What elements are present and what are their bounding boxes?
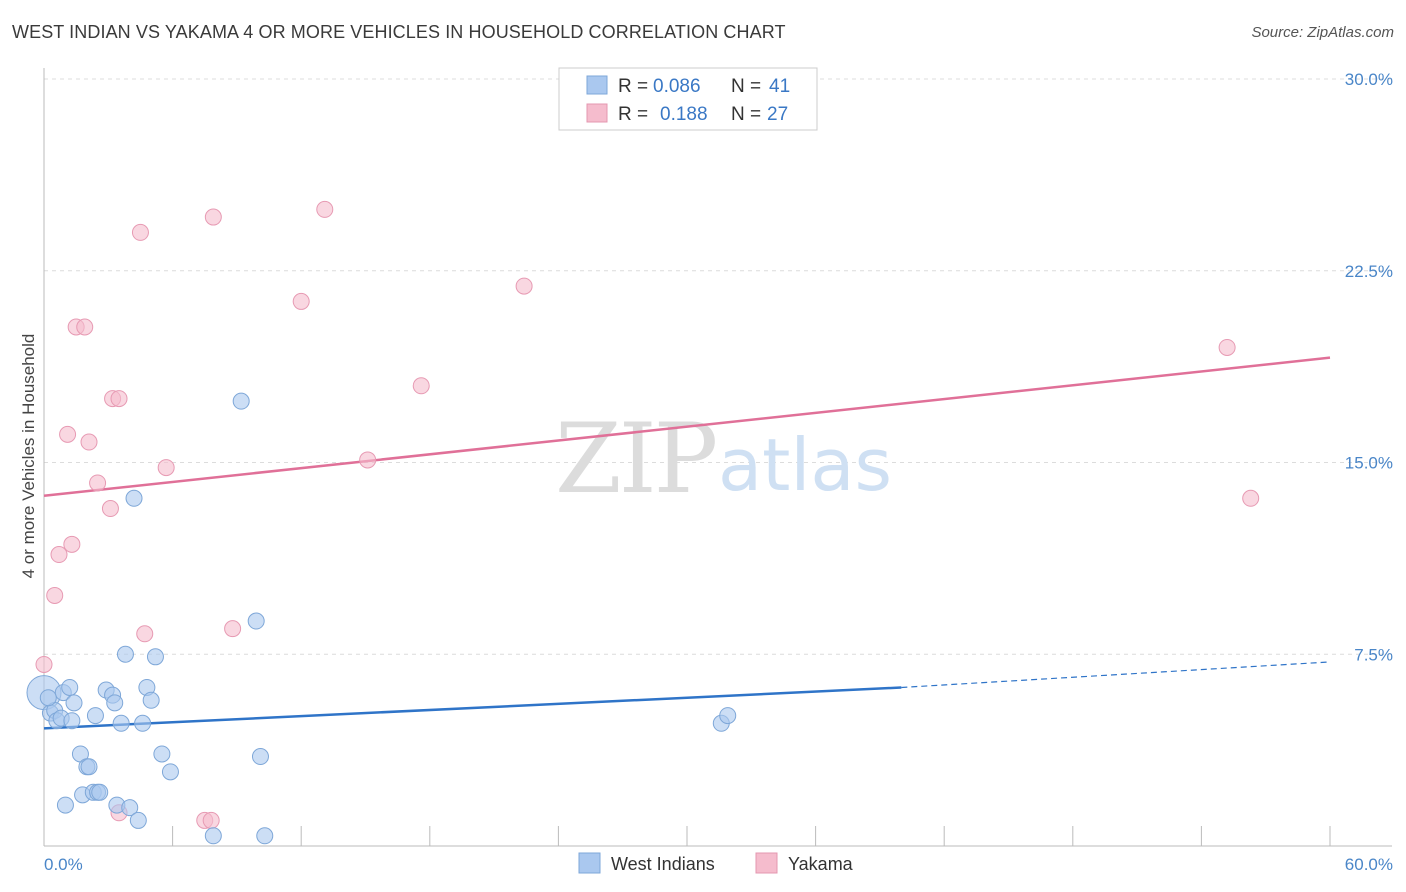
y-tick-label-1: 15.0% xyxy=(1345,454,1393,473)
yakama-point-25 xyxy=(1218,338,1236,356)
west-indians-point-37 xyxy=(232,392,250,410)
bottom-legend-swatch-yakama xyxy=(755,852,778,874)
stats-legend: R = 0.086 N = 41 R = 0.188 N = 27 xyxy=(558,67,818,131)
legend-n-label-2: N = xyxy=(731,104,761,125)
yakama-point-13 xyxy=(131,223,149,241)
watermark-zip: ZIP xyxy=(555,403,716,515)
yakama-trend-line xyxy=(43,356,1331,497)
west-indians-point-24 xyxy=(121,799,139,817)
west-indians-point-34 xyxy=(247,612,265,630)
yakama-point-26 xyxy=(1242,489,1260,507)
west-indians-point-22 xyxy=(112,714,130,732)
bottom-legend-swatch-west-indians xyxy=(578,852,601,874)
yakama-point-20 xyxy=(292,292,310,310)
west-indians-point-27 xyxy=(134,714,152,732)
west-indians-trend-extension xyxy=(901,661,1331,689)
west-indians-point-7 xyxy=(61,678,79,696)
yakama-point-18 xyxy=(204,208,222,226)
watermark-atlas: atlas xyxy=(718,423,892,507)
y-tick-labels: 7.5% 15.0% 22.5% 30.0% xyxy=(1345,70,1393,664)
legend-r-label-1: R = xyxy=(618,76,648,97)
west-indians-point-29 xyxy=(142,691,160,709)
bottom-legend-yakama: Yakama xyxy=(788,854,854,874)
west-indians-point-26 xyxy=(129,811,147,829)
yakama-point-9 xyxy=(101,500,119,518)
yakama-point-1 xyxy=(46,586,64,604)
yakama-point-11 xyxy=(110,390,128,408)
west-indians-point-33 xyxy=(204,827,222,845)
west-indians-points xyxy=(26,392,737,845)
west-indians-point-35 xyxy=(251,748,269,766)
west-indians-point-9 xyxy=(65,694,83,712)
x-tick-max: 60.0% xyxy=(1345,855,1393,874)
yakama-point-21 xyxy=(316,200,334,218)
west-indians-point-40 xyxy=(39,689,57,707)
west-indians-point-30 xyxy=(146,648,164,666)
west-indians-point-15 xyxy=(86,707,104,725)
yakama-point-7 xyxy=(80,433,98,451)
yakama-point-17 xyxy=(202,811,220,829)
yakama-point-24 xyxy=(515,277,533,295)
legend-swatch-west-indians xyxy=(586,75,608,95)
yakama-point-23 xyxy=(412,377,430,395)
y-tick-label-2: 22.5% xyxy=(1345,262,1393,281)
yakama-point-15 xyxy=(157,459,175,477)
grid-lines xyxy=(44,78,1392,655)
west-indians-point-25 xyxy=(125,489,143,507)
west-indians-point-8 xyxy=(63,712,81,730)
legend-r-label-2: R = xyxy=(618,104,648,125)
west-indians-point-31 xyxy=(153,745,171,763)
x-tick-min: 0.0% xyxy=(44,855,83,874)
yakama-point-2 xyxy=(50,546,68,564)
west-indians-point-13 xyxy=(80,758,98,776)
yakama-point-22 xyxy=(359,451,377,469)
y-tick-label-3: 30.0% xyxy=(1345,70,1393,89)
legend-n-value-1: 41 xyxy=(769,76,790,97)
yakama-point-3 xyxy=(59,425,77,443)
legend-n-label-1: N = xyxy=(731,76,761,97)
yakama-point-14 xyxy=(136,625,154,643)
legend-n-value-2: 27 xyxy=(767,104,788,125)
yakama-point-19 xyxy=(224,620,242,638)
west-indians-point-36 xyxy=(256,827,274,845)
y-axis-label: 4 or more Vehicles in Household xyxy=(19,334,38,579)
bottom-legend-west-indians: West Indians xyxy=(611,854,715,874)
yakama-point-6 xyxy=(76,318,94,336)
west-indians-trend-line xyxy=(43,686,902,730)
chart-title: WEST INDIAN VS YAKAMA 4 OR MORE VEHICLES… xyxy=(12,22,786,42)
legend-r-value-2: 0.188 xyxy=(660,104,708,125)
yakama-point-8 xyxy=(89,474,107,492)
x-tick-marks xyxy=(172,826,1331,846)
yakama-point-0 xyxy=(35,655,53,673)
west-indians-point-17 xyxy=(91,783,109,801)
west-indians-point-20 xyxy=(106,694,124,712)
west-indians-point-39 xyxy=(719,707,737,725)
y-tick-label-0: 7.5% xyxy=(1354,645,1393,664)
legend-swatch-yakama xyxy=(586,103,608,123)
west-indians-point-6 xyxy=(56,796,74,814)
legend-r-value-1: 0.086 xyxy=(653,76,701,97)
trend-lines xyxy=(43,356,1331,730)
yakama-point-4 xyxy=(63,535,81,553)
series-legend: West Indians Yakama xyxy=(578,852,854,874)
west-indians-point-23 xyxy=(116,645,134,663)
source-label: Source: ZipAtlas.com xyxy=(1251,24,1394,41)
west-indians-point-32 xyxy=(161,763,179,781)
yakama-points xyxy=(35,200,1260,829)
